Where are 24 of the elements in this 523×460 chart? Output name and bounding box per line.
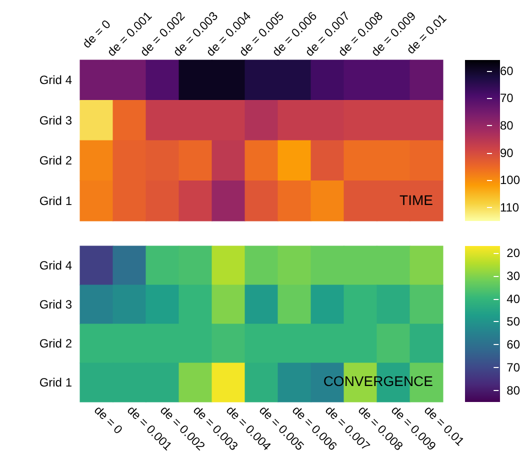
color-bar-label: 80 [506, 384, 520, 398]
annotation: TIME [400, 192, 434, 208]
color-bar-label: 50 [506, 314, 520, 329]
color-bar-label: 30 [506, 268, 520, 283]
color-bar-label: 70 [506, 360, 520, 375]
color-bar-label: 40 [506, 292, 520, 306]
color-bar-label: 60 [506, 338, 520, 352]
y-tick-label: Grid 4 [39, 73, 72, 88]
x-tick-label: de = 0 [92, 403, 126, 437]
y-tick-label: Grid 2 [39, 336, 72, 350]
y-tick-label: Grid 1 [39, 194, 72, 208]
color-bar-label: 100 [500, 173, 520, 188]
color-bar-label: 80 [500, 118, 514, 132]
y-tick-label: Grid 3 [39, 113, 72, 128]
y-tick-label: Grid 2 [39, 154, 72, 168]
color-bar-label: 90 [500, 146, 514, 160]
color-bar-label: 60 [500, 64, 514, 78]
annotation: CONVERGENCE [323, 373, 434, 389]
y-tick-label: Grid 3 [39, 298, 72, 312]
y-tick-label: Grid 1 [39, 376, 72, 390]
color-bar-label: 70 [500, 91, 514, 106]
color-bar-label: 20 [506, 246, 520, 260]
color-bar-label: 110 [500, 200, 520, 214]
y-tick-label: Grid 4 [39, 258, 72, 272]
